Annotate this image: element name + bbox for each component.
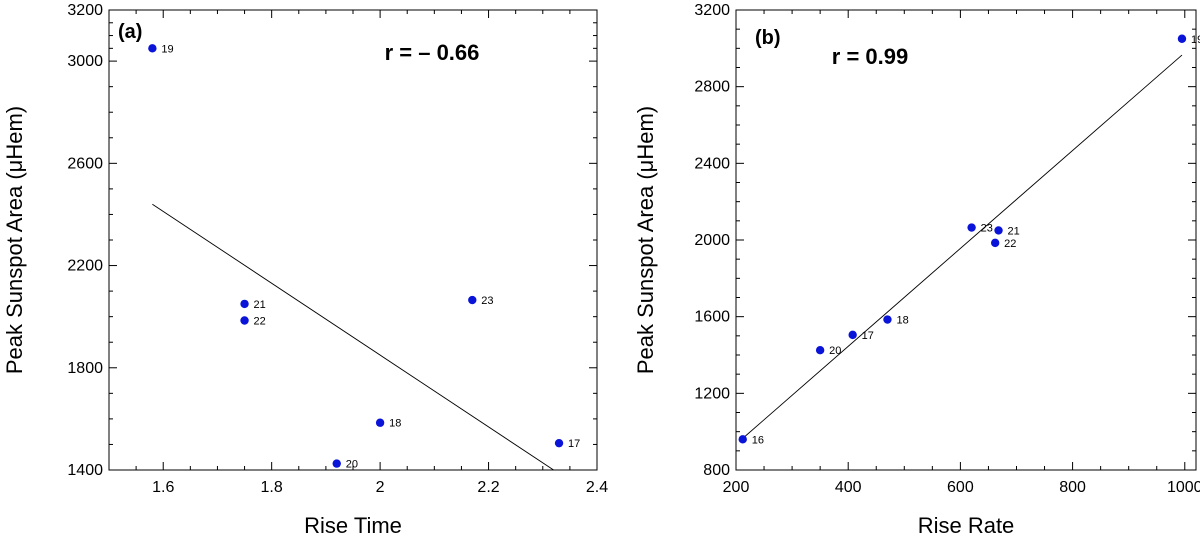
point-label-a-cycle-19: 19 (161, 43, 173, 55)
y-tick-label-b: 3200 (694, 2, 730, 19)
data-point-b-cycle-16 (738, 435, 747, 444)
data-point-a-cycle-22 (240, 316, 249, 325)
correlation-annotation-a: r = – 0.66 (385, 40, 480, 65)
point-label-a-cycle-21: 21 (254, 299, 266, 311)
y-tick-label-a: 1800 (67, 360, 103, 377)
data-point-b-cycle-19 (1177, 34, 1187, 43)
point-label-b-cycle-18: 18 (896, 315, 908, 327)
y-tick-label-b: 2400 (694, 155, 730, 172)
y-tick-label-a: 1400 (67, 462, 103, 479)
x-tick-label-b: 1000 (1167, 479, 1200, 496)
data-point-a-cycle-23 (468, 295, 477, 305)
x-tick-label-a: 2.2 (477, 479, 499, 496)
point-label-b-cycle-22: 22 (1004, 238, 1016, 250)
y-tick-label-a: 2600 (67, 155, 103, 172)
point-label-b-cycle-20: 20 (829, 345, 841, 357)
y-tick-label-b: 1600 (694, 309, 730, 326)
x-tick-label-a: 1.8 (261, 479, 283, 496)
y-tick-label-a: 2200 (67, 258, 103, 275)
data-point-a-cycle-18 (375, 418, 385, 427)
point-label-a-cycle-17: 17 (568, 438, 580, 450)
y-axis-label-b: Peak Sunspot Area (μHem) (633, 106, 658, 374)
x-tick-label-a: 2.4 (586, 479, 608, 496)
data-point-a-cycle-21 (240, 299, 249, 309)
panel-label-a: (a) (118, 21, 142, 43)
point-label-b-cycle-19: 19 (1191, 34, 1200, 46)
y-tick-label-b: 2800 (694, 79, 730, 96)
panel-a: 1400 1800 2200 2600 3000 3200 1.6 1.8 2 2.2 2.4 19 2… (2, 2, 608, 536)
data-point-a-cycle-19 (148, 44, 157, 53)
x-tick-label-b: 400 (835, 479, 862, 496)
point-label-b-cycle-17: 17 (862, 330, 874, 342)
x-tick-label-a: 1.6 (152, 479, 174, 496)
point-label-a-cycle-22: 22 (254, 316, 266, 328)
data-point-b-cycle-23 (967, 223, 976, 232)
point-label-a-cycle-18: 18 (389, 418, 401, 430)
x-axis-label-a: Rise Time (304, 513, 402, 536)
data-point-b-cycle-18 (883, 315, 892, 324)
x-tick-label-b: 800 (1059, 479, 1086, 496)
y-tick-label-b: 2000 (694, 232, 730, 249)
fit-line-b (742, 54, 1183, 439)
plot-frame-a (108, 9, 598, 471)
panel-label-b: (b) (755, 27, 781, 49)
correlation-annotation-b: r = 0.99 (832, 44, 908, 69)
x-tick-label-b: 600 (947, 479, 974, 496)
point-label-b-cycle-23: 23 (981, 223, 993, 235)
point-label-b-cycle-21: 21 (1008, 225, 1020, 237)
y-tick-label-b: 800 (703, 462, 730, 479)
y-tick-label-a: 3200 (67, 2, 103, 19)
data-point-b-cycle-22 (990, 238, 1000, 248)
data-point-a-cycle-17 (554, 438, 564, 448)
x-tick-label-b: 200 (723, 479, 750, 496)
y-tick-label-a: 3000 (67, 53, 103, 70)
y-tick-label-b: 1200 (694, 385, 730, 402)
point-label-b-cycle-16: 16 (752, 434, 764, 446)
data-point-b-cycle-20 (815, 346, 825, 355)
y-axis-label-a: Peak Sunspot Area (μHem) (2, 106, 27, 374)
point-label-a-cycle-23: 23 (481, 295, 493, 307)
data-point-b-cycle-21 (994, 226, 1003, 235)
data-point-a-cycle-20 (332, 459, 341, 468)
plot-frame-b (735, 9, 1197, 471)
x-axis-label-b: Rise Rate (918, 513, 1015, 536)
fit-line-a (152, 203, 554, 471)
point-label-a-cycle-20: 20 (346, 459, 358, 471)
panel-b: 800 1200 1600 2000 2400 2800 3200 200 400 600 800 1… (633, 2, 1200, 536)
data-point-b-cycle-17 (848, 330, 857, 340)
x-tick-label-a: 2 (376, 479, 385, 496)
